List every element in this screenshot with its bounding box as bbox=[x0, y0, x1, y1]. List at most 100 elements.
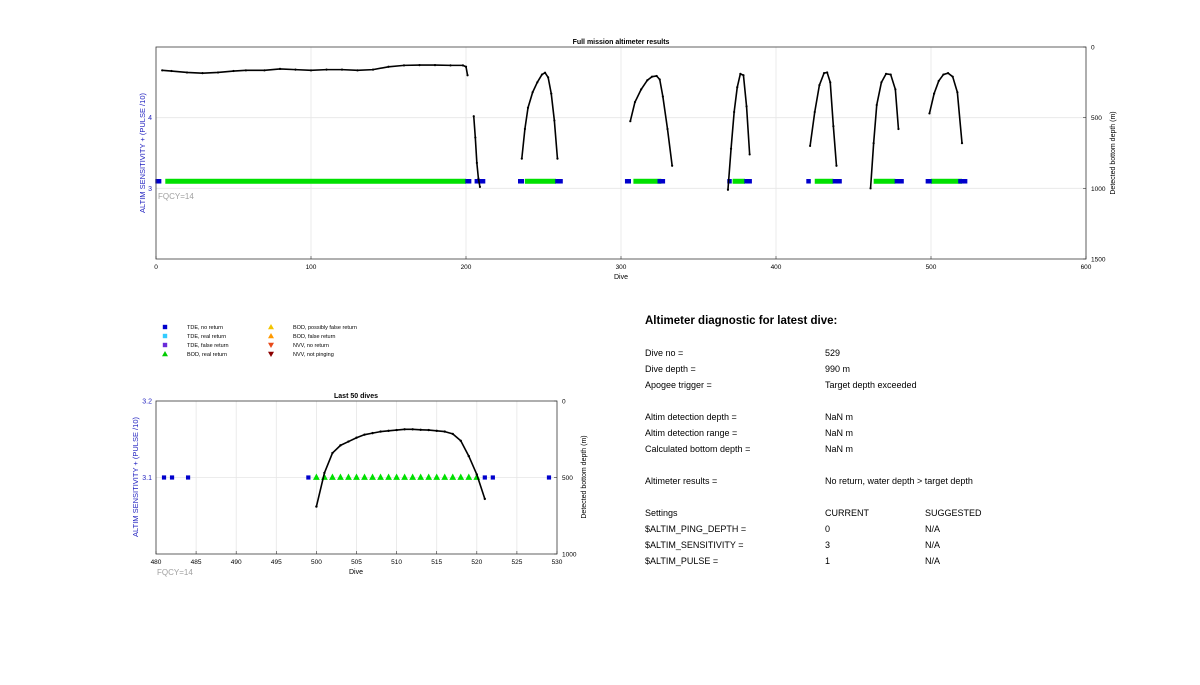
bottom-depth-point bbox=[483, 497, 487, 501]
detection-range-value: NaN m bbox=[825, 428, 854, 438]
suggested-header: SUGGESTED bbox=[925, 508, 982, 518]
bottom-depth-point bbox=[933, 92, 936, 95]
bottom-depth-point bbox=[818, 84, 821, 87]
y2-tick-label: 0 bbox=[1091, 45, 1095, 52]
fqcy-annotation: FQCY=14 bbox=[157, 568, 193, 577]
y2-ticks: 0 500 1000 bbox=[554, 399, 577, 559]
legend-marker-triangle-down bbox=[268, 351, 274, 357]
bottom-depth-point bbox=[835, 164, 838, 167]
bottom-depth-point bbox=[466, 74, 469, 77]
bottom-depth-point bbox=[736, 86, 739, 89]
bottom-depth-point bbox=[666, 127, 669, 131]
bottom-depth-point bbox=[826, 71, 829, 74]
y2-tick-label: 0 bbox=[562, 399, 566, 406]
bottom-depth-point bbox=[543, 71, 547, 74]
bottom-depth-point bbox=[356, 69, 359, 72]
x-tick-label: 490 bbox=[231, 559, 242, 566]
bottom-depth-point bbox=[418, 63, 421, 67]
dive-no-value: 529 bbox=[825, 348, 841, 358]
bottom-depth-point bbox=[244, 69, 247, 72]
bottom-depth-point bbox=[813, 110, 816, 114]
bottom-depth-point bbox=[951, 75, 954, 78]
bottom-depth-point bbox=[449, 64, 452, 67]
y2-ticks: 0 500 1000 1500 bbox=[1083, 45, 1106, 264]
y-tick-label: 4 bbox=[148, 115, 152, 122]
bottom-depth-line bbox=[727, 73, 751, 190]
x-tick-label: 495 bbox=[271, 559, 282, 566]
x-tick-label: 485 bbox=[191, 559, 202, 566]
bod-real-return-marker bbox=[409, 473, 417, 480]
x-tick-label: 525 bbox=[511, 559, 522, 566]
bottom-depth-point bbox=[461, 64, 464, 67]
bottom-depth-point bbox=[477, 177, 480, 180]
bottom-depth-point bbox=[897, 127, 900, 131]
bottom-depth-point bbox=[478, 185, 482, 189]
tde-no-return-marker bbox=[490, 475, 495, 480]
bottom-depth-point bbox=[315, 505, 318, 508]
x-axis-label: Dive bbox=[614, 274, 628, 281]
bod-real-return-marker bbox=[449, 473, 457, 480]
dive-depth-value: 990 m bbox=[825, 364, 851, 374]
bottom-depth-point bbox=[822, 72, 826, 75]
bod-real-return-marker bbox=[369, 473, 376, 480]
bottom-depth-point bbox=[553, 119, 556, 122]
bod-real-return-marker bbox=[401, 473, 409, 480]
bottom-depth-point bbox=[928, 112, 931, 115]
bottom-depth-point bbox=[536, 81, 539, 84]
y-tick-label: 3.2 bbox=[142, 399, 152, 406]
bottom-depth-point bbox=[371, 431, 374, 435]
bottom-depth-point bbox=[161, 69, 164, 72]
bottom-depth-point bbox=[556, 157, 559, 160]
bod-real-return-band bbox=[814, 178, 834, 184]
bottom-depth-line bbox=[928, 72, 963, 144]
pulse-current: 1 bbox=[825, 556, 831, 566]
bod-real-return-marker bbox=[457, 473, 465, 480]
bottom-depth-point bbox=[531, 91, 534, 94]
bottom-depth-point bbox=[451, 432, 454, 436]
legend-label: BOD, possibly false return bbox=[293, 325, 357, 331]
x-tick-label: 480 bbox=[151, 559, 162, 566]
legend-label: TDE, real return bbox=[187, 334, 226, 340]
bottom-depth-point bbox=[650, 75, 654, 78]
bottom-depth-point bbox=[655, 74, 658, 78]
bod-real-return-marker bbox=[377, 473, 384, 480]
bottom-depth-point bbox=[748, 153, 751, 156]
bottom-depth-point bbox=[309, 69, 313, 72]
tde-no-return-marker bbox=[962, 179, 968, 184]
bottom-depth-point bbox=[869, 187, 872, 190]
bottom-depth-point bbox=[411, 428, 414, 431]
bod-real-return-band bbox=[633, 178, 662, 184]
bottom-depth-point bbox=[379, 430, 382, 433]
bottom-depth-point bbox=[339, 444, 342, 447]
bottom-depth-point bbox=[880, 81, 883, 84]
bottom-depth-point bbox=[387, 65, 390, 68]
y2-tick-label: 1000 bbox=[1091, 186, 1106, 193]
bod-real-return-band bbox=[873, 178, 896, 184]
bottom-depth-point bbox=[629, 120, 632, 123]
x-tick-label: 200 bbox=[461, 264, 472, 271]
y2-tick-label: 1500 bbox=[1091, 257, 1106, 264]
bottom-depth-line bbox=[869, 73, 900, 189]
bottom-depth-point bbox=[464, 65, 468, 68]
bottom-depth-point bbox=[472, 115, 475, 118]
bottom-depth-point bbox=[263, 69, 266, 72]
bottom-depth-point bbox=[427, 428, 430, 432]
bottom-depth-point bbox=[347, 440, 350, 443]
x-tick-label: 0 bbox=[154, 264, 158, 271]
bottom-depth-point bbox=[633, 101, 637, 104]
last-50-dives-chart: 480 485 490 495 500 505 510 515 520 525 530 3.1 3.2… bbox=[131, 393, 588, 577]
tde-no-return-marker bbox=[727, 179, 732, 184]
y2-tick-label: 1000 bbox=[562, 552, 577, 559]
chart-title: Full mission altimeter results bbox=[573, 39, 670, 46]
apogee-trigger-label: Apogee trigger = bbox=[645, 380, 712, 390]
bod-real-return-marker bbox=[337, 473, 344, 480]
fqcy-annotation: FQCY=14 bbox=[158, 192, 194, 201]
bottom-depth-point bbox=[475, 161, 478, 164]
bod-real-return-marker bbox=[313, 473, 320, 480]
series-layer bbox=[161, 428, 552, 508]
bottom-depth-point bbox=[937, 79, 940, 83]
bottom-depth-line bbox=[809, 71, 838, 166]
sensitivity-label: $ALTIM_SENSITIVITY = bbox=[645, 540, 744, 550]
bottom-depth-point bbox=[278, 67, 282, 71]
